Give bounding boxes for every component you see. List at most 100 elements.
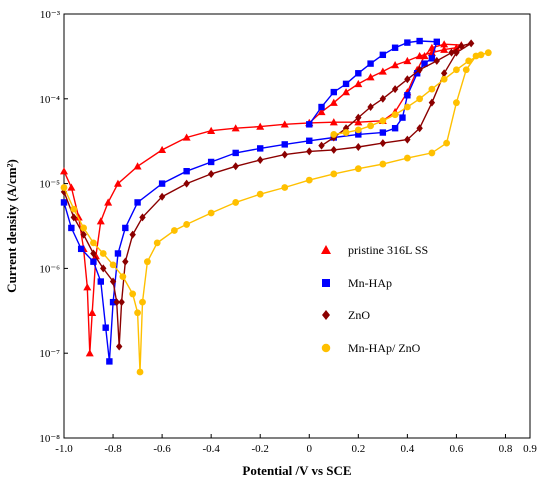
data-point (257, 145, 264, 152)
data-point (453, 66, 460, 74)
data-point (440, 45, 449, 53)
legend-marker (321, 343, 331, 353)
data-point (122, 224, 129, 232)
data-point (379, 160, 387, 168)
data-point (354, 79, 363, 88)
data-point (413, 70, 421, 77)
data-point (404, 39, 411, 46)
plot-frame (63, 13, 531, 439)
data-point (74, 213, 83, 221)
legend-marker (322, 279, 330, 287)
data-point (96, 217, 105, 225)
data-point (462, 66, 470, 74)
x-tick-label: -0.2 (251, 443, 268, 455)
data-point (182, 133, 191, 141)
data-point (104, 198, 113, 206)
data-point (330, 170, 338, 178)
x-tick-label: -0.6 (153, 443, 171, 455)
series-2 (60, 39, 475, 351)
data-point (134, 199, 141, 206)
data-point (281, 150, 288, 159)
data-point (207, 209, 215, 217)
data-point (232, 149, 239, 157)
data-point (133, 162, 142, 170)
x-tick-label: 0.6 (450, 443, 464, 455)
data-point (88, 308, 97, 316)
data-point (404, 135, 411, 144)
series-line (63, 42, 472, 347)
series-group (60, 37, 492, 376)
data-point (60, 184, 68, 191)
data-point (342, 88, 351, 96)
legend-label: ZnO (348, 308, 370, 322)
data-point (231, 124, 240, 132)
x-axis-title: Potential /V vs SCE (242, 463, 351, 478)
data-point (139, 213, 146, 222)
legend: pristine 316L SS Mn-HAp ZnO Mn-HAp/ ZnO (321, 243, 428, 355)
data-point (102, 324, 109, 331)
data-point (256, 122, 265, 130)
data-point (109, 277, 117, 286)
data-point (421, 60, 428, 67)
data-point (83, 283, 92, 291)
data-point (453, 48, 460, 57)
data-point (391, 85, 399, 94)
data-point (433, 56, 440, 65)
data-point (183, 168, 190, 175)
data-point (280, 120, 289, 128)
x-tick-label: 0 (307, 443, 313, 455)
data-point (440, 40, 449, 48)
x-tick-label: -1.0 (55, 443, 73, 455)
data-point (416, 95, 424, 103)
data-point (379, 139, 387, 148)
data-point (97, 278, 104, 285)
data-point (355, 143, 362, 152)
data-point (453, 99, 460, 107)
data-point (317, 107, 326, 116)
data-point (354, 118, 363, 126)
data-point (85, 349, 94, 357)
data-point (106, 358, 113, 365)
data-point (391, 111, 399, 119)
data-point (114, 250, 122, 257)
data-point (366, 73, 375, 81)
data-point (428, 98, 436, 107)
data-point (153, 239, 161, 247)
series-1 (60, 37, 440, 365)
data-point (404, 75, 411, 84)
data-point (158, 180, 166, 187)
data-point (122, 257, 129, 266)
axis-ticks: -1.0 -0.8 -0.6 -0.4 -0.2 0 0.2 0.4 0.6 0.8 0.9 10⁻⁸… (39, 9, 537, 455)
y-tick-label: 10⁻⁷ (39, 348, 60, 360)
data-point (329, 118, 338, 126)
data-point (477, 51, 485, 59)
data-point (391, 44, 399, 51)
data-point (109, 261, 117, 269)
x-tick-label: 0.4 (400, 443, 414, 455)
series-0 (60, 40, 466, 357)
data-point (379, 94, 387, 103)
data-point (330, 145, 337, 154)
data-point (391, 61, 400, 69)
x-tick-label: 0.2 (351, 443, 365, 455)
data-point (306, 121, 313, 128)
legend-label: Mn-HAp/ ZnO (348, 341, 421, 355)
data-point (60, 199, 68, 206)
data-point (60, 167, 68, 175)
data-point (443, 139, 451, 147)
data-point (232, 199, 240, 206)
data-point (428, 85, 436, 93)
data-point (281, 184, 289, 191)
legend-marker (321, 245, 331, 254)
data-point (415, 51, 424, 60)
data-point (354, 126, 362, 134)
data-point (99, 250, 107, 257)
data-point (170, 227, 178, 234)
data-point (207, 126, 216, 134)
data-point (139, 298, 146, 306)
data-point (379, 117, 387, 125)
data-point (342, 129, 350, 136)
data-point (458, 41, 465, 50)
data-point (118, 298, 125, 307)
data-point (452, 43, 461, 51)
